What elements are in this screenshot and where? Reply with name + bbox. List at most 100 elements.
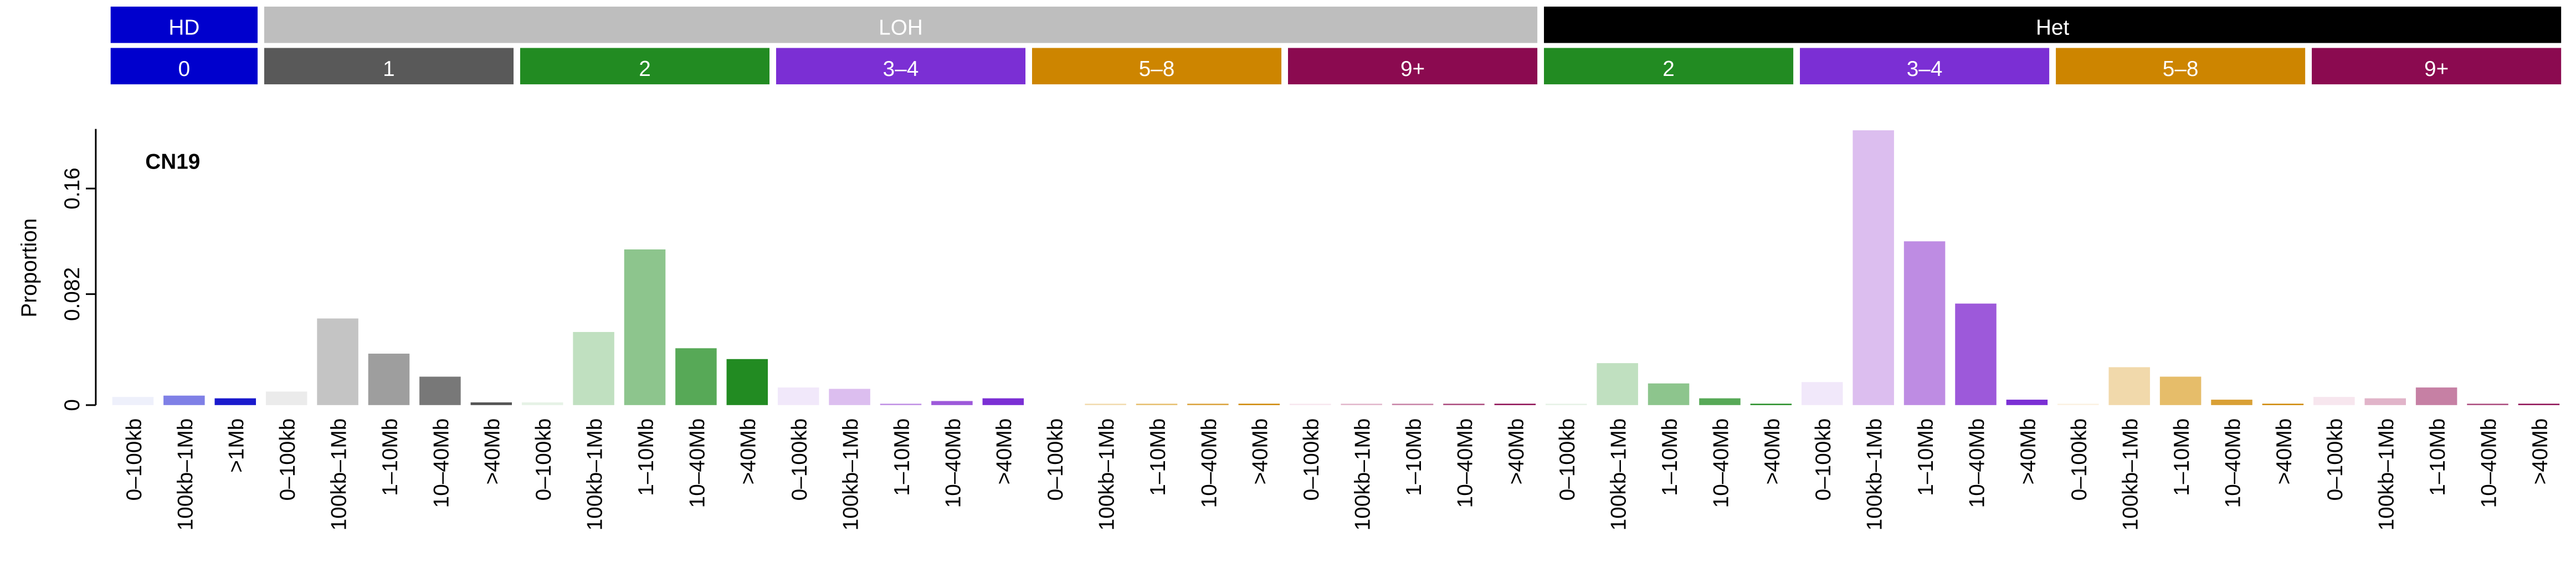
bar xyxy=(573,331,614,405)
x-tick-label: 10–40Mb xyxy=(1453,418,1477,508)
bar xyxy=(931,401,973,405)
x-tick-label: 10–40Mb xyxy=(429,418,453,508)
cn-group-box xyxy=(264,48,514,85)
bar xyxy=(1955,303,1997,405)
cn-group-box xyxy=(110,48,258,85)
x-tick-label: >40Mb xyxy=(2528,418,2552,485)
x-tick-label: 10–40Mb xyxy=(2221,418,2245,508)
x-tick-label: 1–10Mb xyxy=(1402,418,1426,496)
x-tick-label: >1Mb xyxy=(225,418,249,473)
x-tick-label: 10–40Mb xyxy=(685,418,709,508)
bar xyxy=(2415,387,2457,405)
cn-group-label: 1 xyxy=(383,57,395,81)
bar xyxy=(2262,404,2304,405)
bar xyxy=(2057,404,2099,405)
bar xyxy=(1546,404,1587,405)
x-tick-label: 0–100kb xyxy=(276,418,300,501)
bar xyxy=(1443,404,1485,405)
bar xyxy=(2467,404,2508,405)
bar xyxy=(2108,367,2150,405)
x-tick-label: 100kb–1Mb xyxy=(173,418,197,531)
bar xyxy=(777,387,819,405)
x-tick-label: 10–40Mb xyxy=(1197,418,1221,508)
cn-group-label: 9+ xyxy=(2424,57,2449,81)
bar xyxy=(2518,404,2560,405)
cn-group-label: 5–8 xyxy=(2163,57,2199,81)
bar xyxy=(2211,400,2252,405)
chart-title: CN19 xyxy=(145,150,200,173)
bar xyxy=(1238,404,1280,405)
bar xyxy=(982,398,1024,405)
bar xyxy=(214,398,256,405)
bar xyxy=(419,376,461,405)
cn-group-label: 3–4 xyxy=(883,57,919,81)
bar xyxy=(521,402,563,405)
cn-group-box xyxy=(1800,48,2050,85)
y-tick-label: 0.16 xyxy=(60,167,84,209)
bar xyxy=(265,391,307,405)
x-tick-label: 0–100kb xyxy=(1812,418,1835,501)
bar xyxy=(1085,404,1126,405)
y-axis-label: Proportion xyxy=(18,218,42,318)
x-tick-label: 10–40Mb xyxy=(1709,418,1733,508)
bar xyxy=(675,348,717,405)
state-group-label: Het xyxy=(2036,16,2070,40)
x-tick-label: 1–10Mb xyxy=(1658,418,1682,496)
bar xyxy=(470,402,512,405)
x-tick-label: 100kb–1Mb xyxy=(1607,418,1631,531)
cn-group-box xyxy=(776,48,1026,85)
state-group-box xyxy=(1544,6,2562,43)
cn-group-label: 0 xyxy=(178,57,191,81)
state-group-box xyxy=(264,6,1538,43)
x-tick-label: 1–10Mb xyxy=(2426,418,2450,496)
x-tick-label: 100kb–1Mb xyxy=(839,418,863,531)
x-tick-label: >40Mb xyxy=(481,418,505,485)
bar xyxy=(1750,404,1792,405)
x-tick-label: 100kb–1Mb xyxy=(583,418,607,531)
bar xyxy=(368,354,410,405)
bar xyxy=(317,318,358,405)
bar xyxy=(1187,404,1229,405)
x-tick-label: >40Mb xyxy=(1505,418,1528,485)
cn-group-box xyxy=(2056,48,2306,85)
bar xyxy=(2159,376,2202,405)
cn-group-box xyxy=(1544,48,1794,85)
x-tick-label: >40Mb xyxy=(1249,418,1272,485)
x-tick-label: 0–100kb xyxy=(1044,418,1068,501)
bar xyxy=(624,249,666,405)
bar xyxy=(163,395,205,405)
x-tick-label: 0–100kb xyxy=(532,418,556,501)
x-tick-label: 1–10Mb xyxy=(634,418,658,496)
bar xyxy=(1903,241,1946,405)
bar xyxy=(1289,404,1331,405)
x-tick-label: 1–10Mb xyxy=(890,418,914,496)
x-tick-label: 10–40Mb xyxy=(2477,418,2501,508)
x-tick-label: >40Mb xyxy=(737,418,761,485)
x-tick-label: 1–10Mb xyxy=(1146,418,1170,496)
state-group-label: HD xyxy=(168,16,199,40)
x-tick-label: 0–100kb xyxy=(1300,418,1323,501)
cn-group-label: 2 xyxy=(1662,57,1675,81)
x-tick-label: >40Mb xyxy=(993,418,1017,485)
x-tick-label: 1–10Mb xyxy=(1914,418,1938,496)
x-tick-label: >40Mb xyxy=(2016,418,2040,485)
bar xyxy=(1597,363,1638,405)
x-tick-label: >40Mb xyxy=(2272,418,2296,485)
bar xyxy=(1136,404,1178,405)
x-tick-label: 10–40Mb xyxy=(941,418,965,508)
bar xyxy=(2313,397,2355,405)
state-group-box xyxy=(110,6,258,43)
bar xyxy=(1494,404,1536,405)
x-tick-label: 1–10Mb xyxy=(378,418,402,496)
x-tick-label: 0–100kb xyxy=(122,418,146,501)
bar xyxy=(829,389,870,405)
y-tick-label: 0 xyxy=(60,399,84,411)
bar xyxy=(112,397,154,405)
x-tick-label: 10–40Mb xyxy=(1965,418,1989,508)
cn-group-box xyxy=(2312,48,2562,85)
cn-group-box xyxy=(1288,48,1538,85)
cn-group-label: 9+ xyxy=(1400,57,1425,81)
x-tick-label: 0–100kb xyxy=(788,418,812,501)
